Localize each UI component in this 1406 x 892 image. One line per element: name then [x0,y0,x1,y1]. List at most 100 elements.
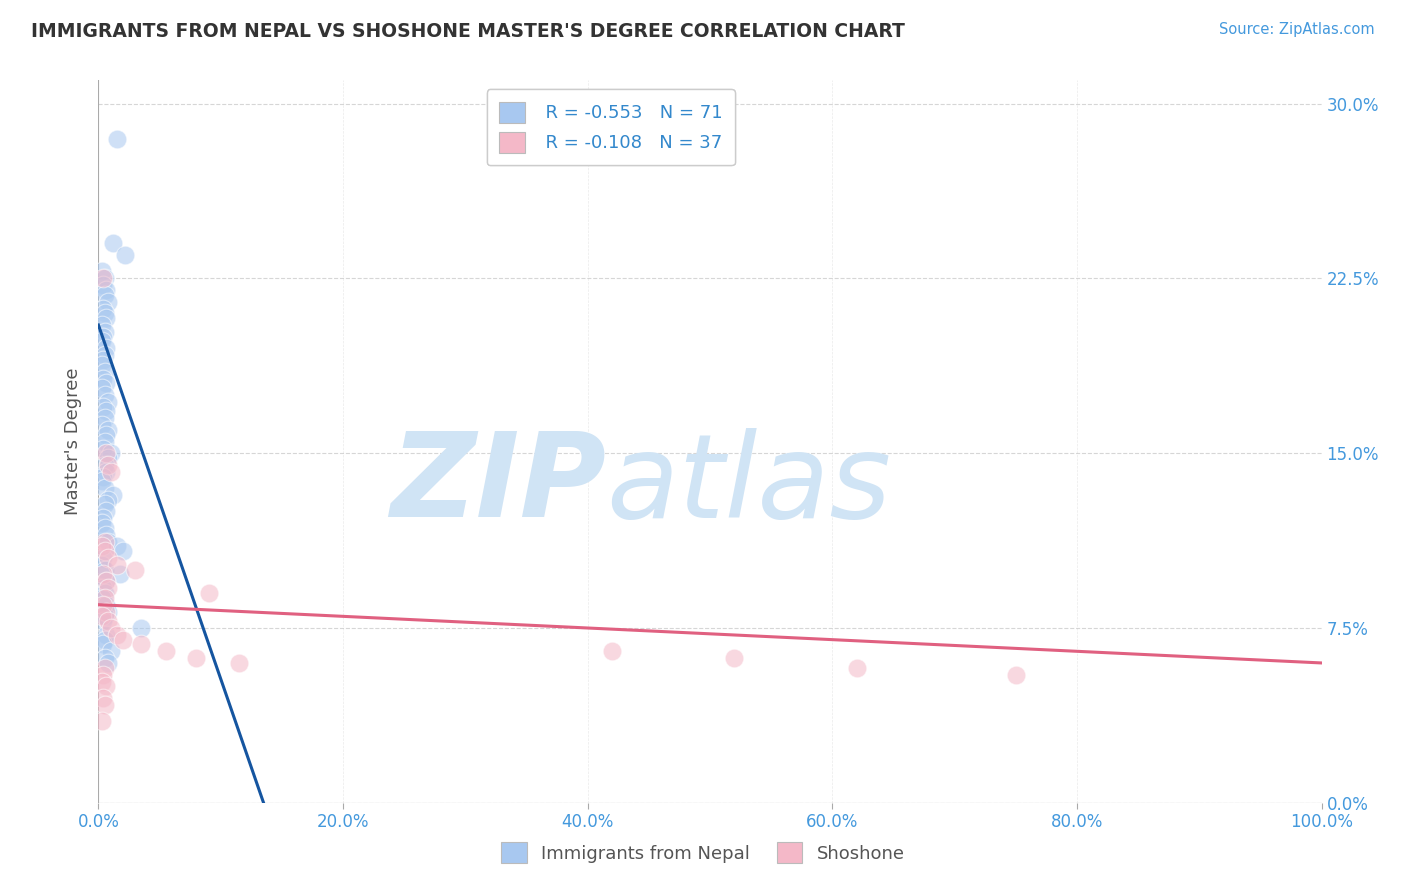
Point [94,465,117,479]
Text: Source: ZipAtlas.com: Source: ZipAtlas.com [1219,22,1375,37]
Point [94,376,117,391]
Point [197,586,219,600]
Point [94,574,117,589]
Point [94,504,117,518]
Point [91,637,114,651]
Point [94,427,117,442]
Point [94,605,117,619]
Point [114,248,136,262]
Point [97,458,120,472]
Point [94,679,117,693]
Point [97,294,120,309]
Point [91,690,114,705]
Point [105,131,128,145]
Point [97,614,120,628]
Point [105,558,128,572]
Point [91,511,114,525]
Point [97,582,120,596]
Point [91,264,114,278]
Point [91,474,114,488]
Point [93,271,115,285]
Point [155,644,177,658]
Point [93,660,115,674]
Point [91,598,114,612]
Point [845,660,868,674]
Point [91,381,114,395]
Point [94,341,117,355]
Point [91,674,114,689]
Point [100,644,122,658]
Point [93,306,115,320]
Point [93,651,115,665]
Text: IMMIGRANTS FROM NEPAL VS SHOSHONE MASTER'S DEGREE CORRELATION CHART: IMMIGRANTS FROM NEPAL VS SHOSHONE MASTER… [31,22,905,41]
Point [91,329,114,343]
Point [111,544,134,558]
Legend:   R = -0.553   N = 71,   R = -0.108   N = 37: R = -0.553 N = 71, R = -0.108 N = 37 [486,89,735,165]
Point [93,458,115,472]
Point [93,521,115,535]
Point [93,434,115,449]
Point [91,278,114,293]
Point [93,411,115,425]
Point [93,544,115,558]
Point [93,632,115,647]
Point [101,488,124,502]
Point [93,388,115,402]
Point [93,534,115,549]
Point [124,563,146,577]
Point [91,353,114,368]
Point [94,404,117,418]
Point [93,563,115,577]
Point [91,301,114,316]
Point [129,621,152,635]
Point [97,423,120,437]
Point [91,442,114,456]
Y-axis label: Master's Degree: Master's Degree [65,368,83,516]
Point [94,598,117,612]
Point [93,481,115,495]
Point [100,446,122,460]
Point [111,632,134,647]
Point [91,271,114,285]
Point [94,628,117,642]
Point [100,621,122,635]
Point [97,605,120,619]
Point [91,714,114,729]
Point [91,591,114,605]
Point [93,609,115,624]
Point [97,656,120,670]
Point [91,567,114,582]
Point [186,651,208,665]
Point [228,656,250,670]
Point [93,586,115,600]
Point [91,516,114,530]
Point [97,551,120,566]
Point [100,465,122,479]
Point [91,551,114,566]
Point [91,400,114,414]
Point [93,498,115,512]
Point [91,540,114,554]
Point [723,651,745,665]
Point [91,358,114,372]
Point [93,365,115,379]
Point [94,311,117,326]
Point [91,469,114,483]
Point [91,667,114,681]
Point [101,236,124,251]
Text: atlas: atlas [606,428,891,542]
Text: ZIP: ZIP [389,427,606,542]
Point [94,446,117,460]
Point [129,637,152,651]
Point [91,582,114,596]
Point [91,318,114,332]
Point [93,325,115,339]
Point [1004,667,1026,681]
Point [110,567,132,582]
Point [97,534,120,549]
Point [97,492,120,507]
Point [105,540,128,554]
Point [91,609,114,624]
Point [97,395,120,409]
Point [93,591,115,605]
